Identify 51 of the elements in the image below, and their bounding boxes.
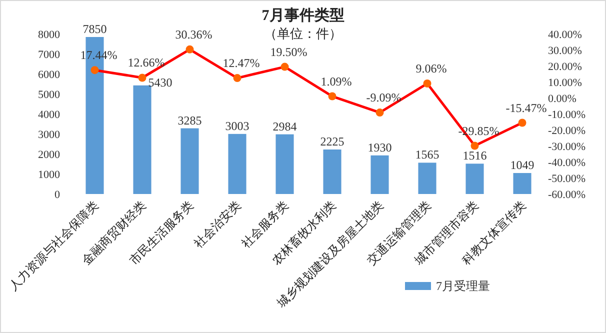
y2-tick-label: -10.00% xyxy=(548,109,586,121)
data-label: 9.06% xyxy=(416,62,447,76)
y2-tick-label: 10.00% xyxy=(548,77,582,89)
y2-tick-label: 30.00% xyxy=(548,45,582,57)
data-label: 1565 xyxy=(415,148,440,162)
data-label: 2225 xyxy=(320,134,344,148)
bar xyxy=(276,134,294,194)
bar xyxy=(418,162,436,194)
data-label: 2984 xyxy=(272,119,297,134)
data-label: 12.47% xyxy=(222,56,260,70)
bar xyxy=(180,128,199,194)
bar xyxy=(466,164,484,194)
data-label: 5430 xyxy=(148,75,172,90)
data-label: 19.50% xyxy=(270,44,308,59)
y-tick-label: 3000 xyxy=(38,129,60,141)
data-label: 7850 xyxy=(82,22,107,36)
data-label: 3285 xyxy=(178,113,202,128)
data-label: 30.36% xyxy=(175,27,212,42)
data-label: 1049 xyxy=(510,158,534,172)
bar xyxy=(323,150,342,194)
y2-tick-label: -40.00% xyxy=(548,157,586,169)
y2-tick-label: -50.00% xyxy=(548,173,586,185)
y-tick-label: 5000 xyxy=(38,89,60,101)
data-label: 12.66% xyxy=(128,56,165,70)
y2-tick-label: 20.00% xyxy=(548,61,582,73)
y-tick-label: 2000 xyxy=(38,149,60,161)
y-tick-label: 7000 xyxy=(38,49,60,61)
chart-subtitle: （单位：件） xyxy=(264,26,342,41)
y-tick-label: 1000 xyxy=(38,169,60,181)
bar xyxy=(133,85,152,194)
data-label: 1930 xyxy=(368,140,392,154)
y-tick-label: 6000 xyxy=(38,69,60,81)
y2-tick-label: -20.00% xyxy=(548,125,586,137)
bar xyxy=(228,134,246,194)
y2-tick-label: 40.00% xyxy=(548,29,582,41)
data-label: 1.09% xyxy=(320,74,352,88)
bar xyxy=(370,155,389,194)
y2-tick-label: -30.00% xyxy=(548,141,586,153)
legend-label: 7月受理量 xyxy=(436,279,490,293)
y2-tick-label: -60.00% xyxy=(548,189,586,201)
y-tick-label: 0 xyxy=(54,189,60,201)
data-label: 1516 xyxy=(462,148,487,163)
data-label: -15.47% xyxy=(506,100,547,115)
y-tick-label: 4000 xyxy=(38,109,60,121)
data-label: 17.44% xyxy=(80,48,118,62)
chart-title: 7月事件类型 xyxy=(262,7,344,24)
y2-tick-label: 0.00% xyxy=(548,93,576,105)
bar xyxy=(513,173,532,194)
data-label: 3003 xyxy=(225,118,250,133)
y-tick-label: 8000 xyxy=(38,29,60,41)
data-label: -9.09% xyxy=(366,90,402,105)
